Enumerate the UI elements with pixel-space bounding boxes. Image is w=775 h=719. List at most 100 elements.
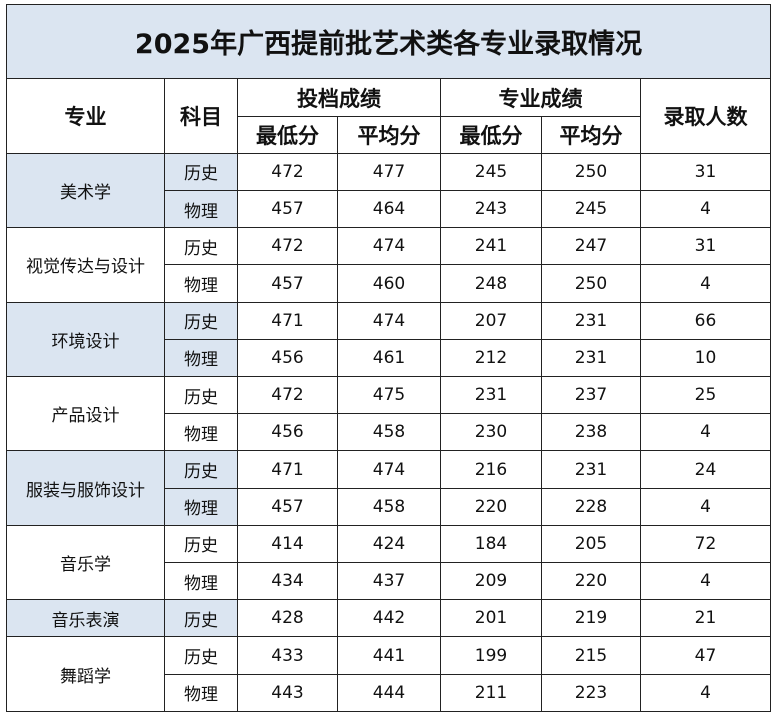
table-row: 物理 456 461 212 231 10 — [7, 338, 771, 378]
major-name: 产品设计 — [6, 376, 165, 452]
major-name: 服装与服饰设计 — [6, 450, 165, 526]
header-major-avg: 平均分 — [541, 115, 641, 154]
filing-avg-cell: 458 — [337, 487, 441, 526]
filing-avg-cell: 437 — [337, 562, 441, 601]
major-avg-cell: 220 — [541, 562, 641, 601]
major-min-cell: 211 — [440, 673, 542, 713]
filing-min-cell: 457 — [237, 190, 338, 229]
major-avg-cell: 245 — [541, 190, 641, 229]
major-min-cell: 199 — [440, 636, 542, 675]
major-avg-cell: 237 — [541, 376, 641, 415]
major-avg-cell: 231 — [541, 450, 641, 489]
subject-cell: 历史 — [164, 376, 238, 415]
filing-avg-cell: 474 — [337, 301, 441, 340]
table-row: 物理 434 437 209 220 4 — [7, 562, 771, 601]
filing-avg-cell: 475 — [337, 376, 441, 415]
filing-min-cell: 471 — [237, 450, 338, 489]
major-name: 环境设计 — [6, 301, 165, 378]
subject-cell: 历史 — [164, 227, 238, 266]
filing-avg-cell: 474 — [337, 227, 441, 266]
filing-min-cell: 457 — [237, 264, 338, 303]
major-min-cell: 248 — [440, 264, 542, 303]
major-min-cell: 220 — [440, 487, 542, 526]
major-min-cell: 216 — [440, 450, 542, 489]
major-avg-cell: 250 — [541, 152, 641, 192]
admitted-count-cell: 4 — [640, 673, 771, 713]
table-row: 产品设计 历史 472 475 231 237 25 — [6, 376, 771, 452]
admitted-count-cell: 31 — [640, 152, 771, 192]
major-min-cell: 201 — [440, 599, 542, 638]
filing-avg-cell: 442 — [337, 599, 441, 638]
subject-cell: 物理 — [164, 190, 238, 229]
header-major-min: 最低分 — [440, 115, 542, 154]
admitted-count-cell: 47 — [640, 636, 771, 675]
subject-cell: 物理 — [164, 413, 238, 452]
major-name: 音乐表演 — [6, 599, 165, 638]
header-subject: 科目 — [164, 78, 238, 154]
admitted-count-cell: 31 — [640, 227, 771, 266]
major-avg-cell: 250 — [541, 264, 641, 303]
table-row: 视觉传达与设计 历史 472 474 241 247 31 — [6, 227, 771, 303]
filing-min-cell: 456 — [237, 338, 338, 378]
major-name: 视觉传达与设计 — [6, 227, 165, 303]
subject-cell: 历史 — [164, 599, 238, 638]
filing-min-cell: 472 — [237, 152, 338, 192]
admitted-count-cell: 25 — [640, 376, 771, 415]
filing-min-cell: 443 — [237, 673, 338, 713]
table-row: 舞蹈学 历史 433 441 199 215 47 — [6, 636, 771, 712]
major-avg-cell: 215 — [541, 636, 641, 675]
filing-min-cell: 457 — [237, 487, 338, 526]
filing-avg-cell: 441 — [337, 636, 441, 675]
subject-cell: 物理 — [164, 487, 238, 526]
major-avg-cell: 231 — [541, 338, 641, 378]
table-row: 物理 457 458 220 228 4 — [7, 487, 771, 526]
major-name: 音乐学 — [6, 524, 165, 601]
admitted-count-cell: 24 — [640, 450, 771, 489]
filing-min-cell: 471 — [237, 301, 338, 340]
subject-cell: 物理 — [164, 673, 238, 713]
major-min-cell: 241 — [440, 227, 542, 266]
table-row: 物理 456 458 230 238 4 — [7, 413, 771, 452]
filing-avg-cell: 461 — [337, 338, 441, 378]
table-row: 美术学 历史 472 477 245 250 31 — [6, 152, 771, 229]
major-min-cell: 207 — [440, 301, 542, 340]
major-min-cell: 231 — [440, 376, 542, 415]
major-avg-cell: 223 — [541, 673, 641, 713]
major-avg-cell: 219 — [541, 599, 641, 638]
filing-min-cell: 428 — [237, 599, 338, 638]
filing-min-cell: 472 — [237, 376, 338, 415]
header-filing-avg: 平均分 — [337, 115, 441, 154]
header-filing-min: 最低分 — [237, 115, 338, 154]
major-min-cell: 230 — [440, 413, 542, 452]
major-avg-cell: 205 — [541, 524, 641, 564]
filing-min-cell: 414 — [237, 524, 338, 564]
subject-cell: 物理 — [164, 264, 238, 303]
major-min-cell: 209 — [440, 562, 542, 601]
filing-avg-cell: 460 — [337, 264, 441, 303]
admitted-count-cell: 4 — [640, 487, 771, 526]
subject-cell: 历史 — [164, 524, 238, 564]
major-min-cell: 212 — [440, 338, 542, 378]
admitted-count-cell: 4 — [640, 562, 771, 601]
filing-min-cell: 456 — [237, 413, 338, 452]
table-row: 音乐学 历史 414 424 184 205 72 — [6, 524, 771, 601]
header-admitted: 录取人数 — [640, 78, 771, 154]
header-major: 专业 — [6, 78, 165, 154]
table-row: 音乐表演 历史 428 442 201 219 21 — [6, 599, 771, 638]
filing-avg-cell: 464 — [337, 190, 441, 229]
admission-table: 2025年广西提前批艺术类各专业录取情况 专业 科目 投档成绩 专业成绩 录取人… — [6, 3, 771, 713]
major-avg-cell: 247 — [541, 227, 641, 266]
filing-min-cell: 433 — [237, 636, 338, 675]
filing-min-cell: 434 — [237, 562, 338, 601]
table-row: 物理 457 464 243 245 4 — [7, 190, 771, 229]
table-row: 服装与服饰设计 历史 471 474 216 231 24 — [6, 450, 771, 526]
admitted-count-cell: 4 — [640, 264, 771, 303]
table-title: 2025年广西提前批艺术类各专业录取情况 — [6, 3, 771, 80]
major-min-cell: 245 — [440, 152, 542, 192]
major-avg-cell: 228 — [541, 487, 641, 526]
header-major-scores: 专业成绩 — [440, 78, 641, 117]
admitted-count-cell: 4 — [640, 190, 771, 229]
admitted-count-cell: 4 — [640, 413, 771, 452]
major-min-cell: 184 — [440, 524, 542, 564]
major-avg-cell: 238 — [541, 413, 641, 452]
